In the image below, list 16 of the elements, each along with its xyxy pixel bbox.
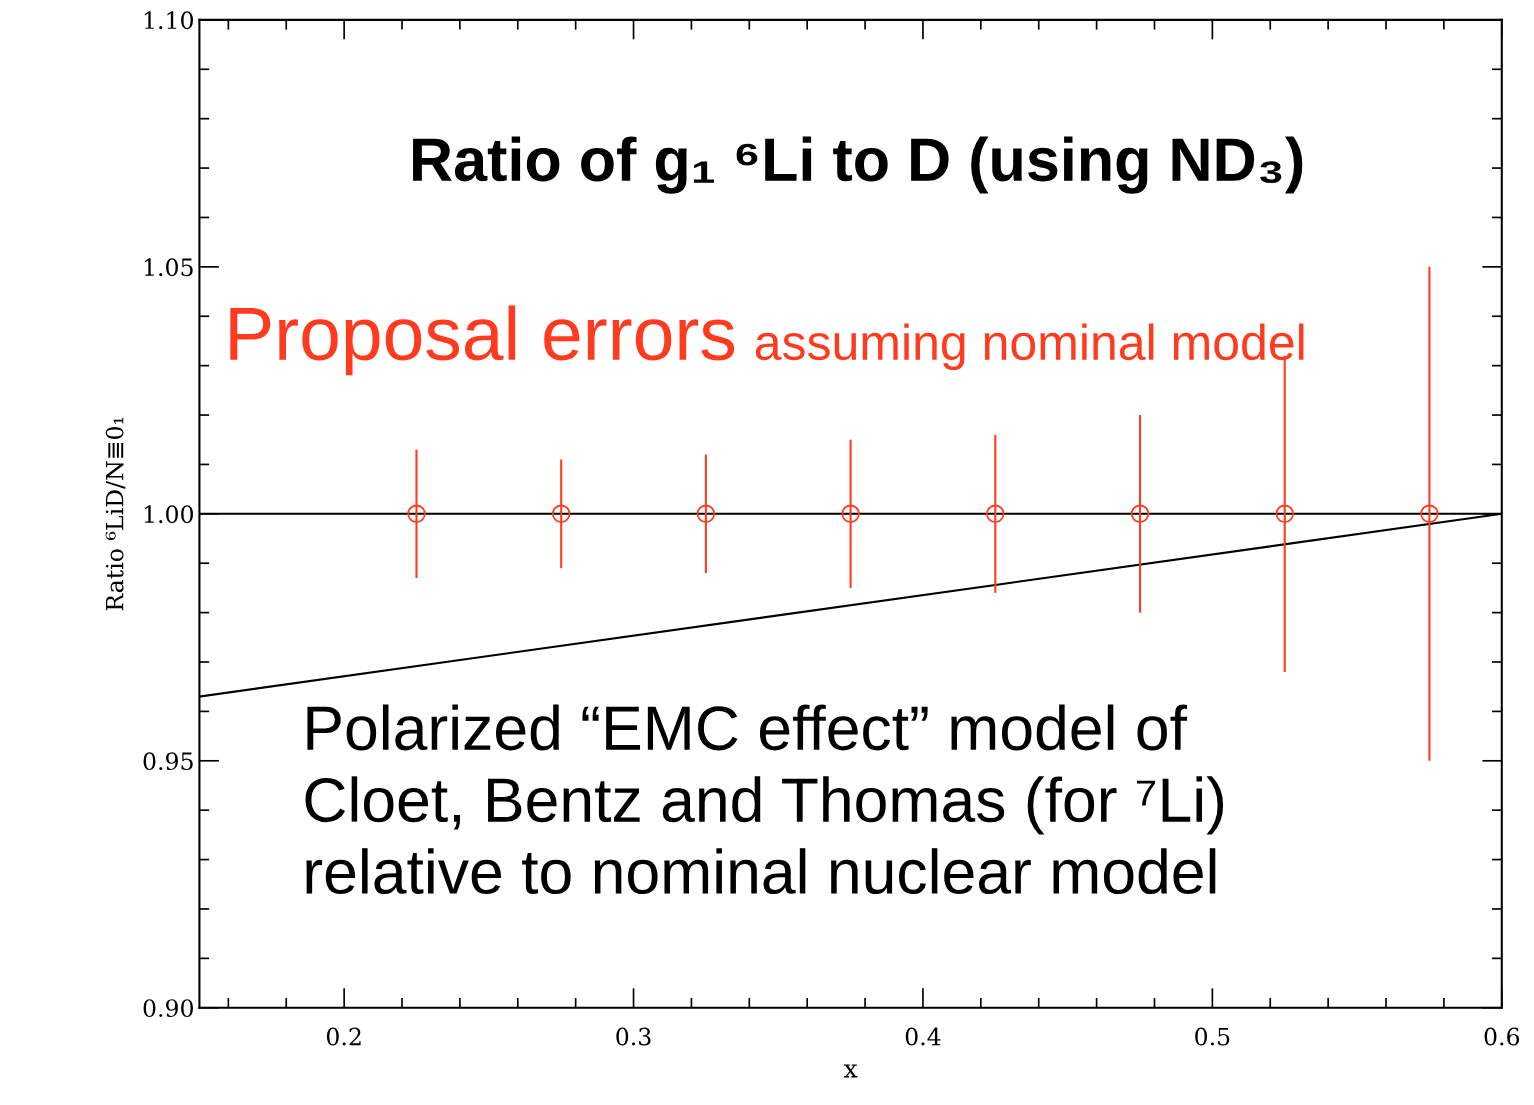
x-tick-label: 0.3 <box>616 1027 651 1046</box>
x-tick-label: 0.6 <box>1484 1027 1520 1046</box>
x-tick-label: 0.4 <box>905 1027 941 1046</box>
y-tick-label: 1.10 <box>144 11 193 30</box>
y-tick-label: 1.05 <box>144 258 193 277</box>
y-axis-title: Ratio ⁶LiD/N≣0₁ <box>105 417 126 611</box>
text: Ratio of g₁ ⁶Li to D (using ND₃) <box>413 136 1303 194</box>
annotation: Proposal errors <box>230 305 735 376</box>
x-axis-title: x <box>843 1064 858 1078</box>
y-tick-label: 0.95 <box>143 752 193 771</box>
x-tick-label: 0.5 <box>1195 1027 1230 1046</box>
y-tick-label: 0.90 <box>143 999 193 1018</box>
annotation: assuming nominal model <box>755 323 1304 371</box>
y-tick-label: 1.00 <box>144 505 193 524</box>
annotation: Polarized “EMC effect” model of Cloet, Bentz and Thomas (for ⁷Li) relative to nominal nuclear model <box>305 704 1224 895</box>
x-tick-label: 0.2 <box>326 1027 361 1046</box>
